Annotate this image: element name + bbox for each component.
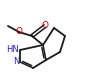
Text: N: N bbox=[13, 57, 19, 67]
Text: O: O bbox=[41, 22, 49, 30]
Text: HN: HN bbox=[6, 45, 19, 54]
Text: O: O bbox=[15, 27, 22, 35]
